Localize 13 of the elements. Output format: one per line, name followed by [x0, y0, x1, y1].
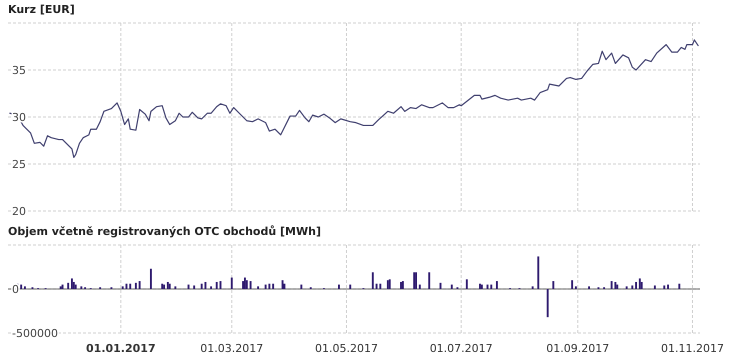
x-tick-label: 01.07.2017 — [430, 342, 493, 355]
y-tick-label: 35 — [12, 64, 26, 77]
y-tick-label: 25 — [12, 158, 26, 171]
x-tick-label: 01.09.2017 — [546, 342, 610, 355]
x-tick-label: 01.03.2017 — [200, 342, 264, 355]
chart-title: Kurz [EUR] — [8, 3, 75, 16]
line-series — [9, 39, 699, 158]
x-tick-label: 01.01.2017 — [86, 342, 156, 355]
x-tick-label: 01.05.2017 — [314, 342, 378, 355]
chart-title: Objem včetně registrovaných OTC obchodů [MWh] — [8, 225, 321, 238]
y-tick-label: -500000 — [12, 326, 58, 340]
x-tick-label: 01.11.2017 — [660, 342, 724, 355]
y-tick-label: 20 — [12, 204, 26, 218]
